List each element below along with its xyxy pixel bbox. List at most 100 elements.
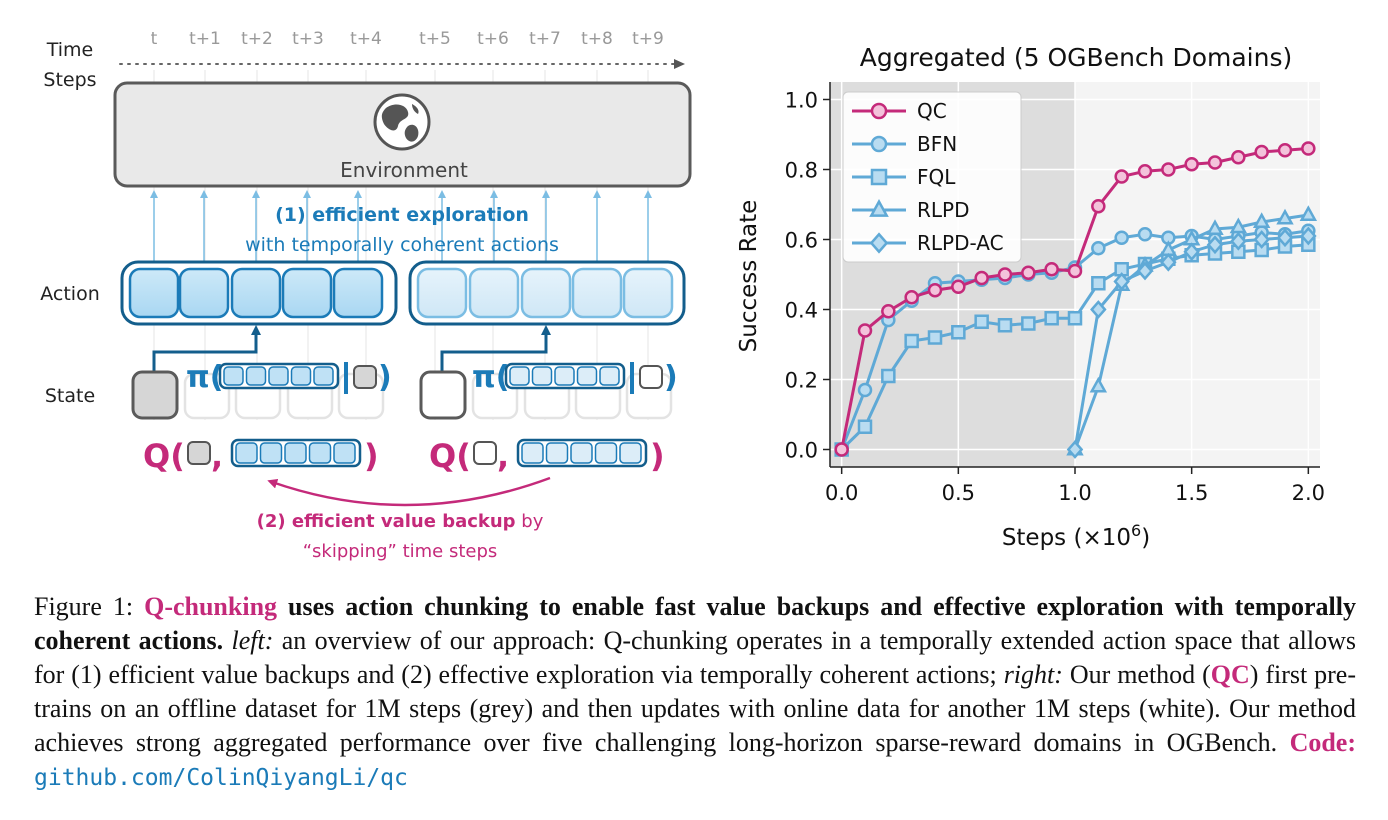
state-label: State — [45, 385, 95, 407]
series-fql-point — [951, 325, 966, 340]
series-rlpd-point — [1252, 212, 1271, 229]
pi-symbol-2: π( — [472, 360, 509, 395]
value-backup-arrow — [267, 476, 551, 507]
series-fql-point — [1091, 276, 1106, 291]
action-cell — [128, 267, 180, 319]
q-comma-1: , — [211, 437, 223, 475]
time-step-label: t+4 — [350, 29, 382, 49]
caption-code-label: Code: — [1289, 728, 1356, 757]
mini-action-cell — [531, 366, 553, 386]
legend-fql-label: FQL — [917, 165, 956, 189]
y-axis-label: Success Rate — [736, 200, 762, 353]
series-fql-point — [904, 333, 919, 349]
caption-bold: uses action chunking to enable fast valu… — [34, 592, 1356, 655]
series-fql-point — [857, 419, 873, 434]
series-qc-point — [834, 442, 849, 457]
pi-action-chunk-2 — [504, 362, 626, 390]
mini-action-cell — [594, 442, 618, 464]
mini-action-cell — [223, 366, 244, 386]
series-fql-point — [1067, 311, 1083, 326]
state-box-2 — [419, 370, 467, 420]
series-qc-point — [1301, 141, 1316, 156]
action-cell — [520, 267, 572, 319]
y-tick-label: 0.0 — [785, 439, 818, 463]
legend-fql-marker — [870, 168, 888, 186]
series-rlpd-ac-point — [1253, 230, 1270, 249]
q-action-chunk-2 — [516, 438, 648, 468]
series-qc-point — [1114, 169, 1129, 184]
legend-box — [842, 91, 1022, 263]
mini-action-cell — [509, 366, 530, 386]
series-qc-point — [857, 323, 873, 338]
pi-close-1: ) — [378, 360, 392, 395]
caption-left-label: left: — [231, 626, 274, 655]
series-fql-point — [881, 368, 896, 384]
figure-caption: Figure 1: Q-chunking uses action chunkin… — [34, 590, 1356, 795]
q-action-chunk-1 — [230, 438, 362, 468]
mini-action-cell — [245, 366, 267, 386]
action-cell — [622, 267, 674, 319]
series-qc-point — [881, 304, 896, 319]
series-rlpd-point — [1206, 219, 1224, 236]
series-qc-point — [951, 279, 966, 294]
time-step-label: t+2 — [241, 29, 273, 49]
q-comma-2: , — [497, 437, 509, 475]
series-rlpd-ac-point — [1276, 228, 1294, 248]
action-to-env-arrows — [150, 190, 652, 262]
series-qc-point — [1067, 263, 1083, 279]
action-cells — [128, 267, 674, 319]
series-bfn-point — [1114, 230, 1129, 245]
y-tick-label: 0.6 — [785, 229, 818, 253]
pi-state-1 — [353, 365, 377, 389]
caption-fig-label: Figure 1: — [34, 592, 145, 621]
series-fql-point — [1021, 316, 1036, 331]
exploration-subtitle: with temporally coherent actions — [245, 234, 559, 256]
caption-left-text: an overview of our approach: Q-chunking … — [34, 626, 1356, 689]
series-qc-point — [1207, 155, 1223, 170]
mini-action-cell — [545, 442, 569, 464]
series-qc-point — [1184, 157, 1199, 172]
legend-bfn-label: BFN — [917, 132, 957, 156]
y-tick-label: 0.4 — [785, 299, 818, 323]
series-rlpd-ac-point — [1090, 300, 1107, 319]
series-fql-point — [974, 314, 989, 329]
mini-action-cell — [521, 442, 544, 464]
x-tick-label: 0.5 — [942, 481, 975, 505]
mini-action-cell — [333, 442, 356, 464]
q-symbol-2: Q( — [429, 437, 471, 475]
action-label: Action — [40, 283, 100, 305]
time-step-labels: t t+1 t+2 t+3 t+4 t+5 t+6 t+7 t+8 t+9 — [151, 29, 664, 49]
caption-method: Q-chunking — [144, 592, 278, 621]
x-tick-label: 1.0 — [1058, 481, 1091, 505]
mini-action-cell — [235, 442, 258, 464]
series-qc-point — [1021, 265, 1036, 280]
code-link[interactable]: github.com/ColinQiyangLi/qc — [34, 765, 408, 791]
mini-action-cell — [576, 366, 598, 386]
method-diagram: Time Steps t t+1 t+2 t+3 t+4 t+5 t+6 t+7 t+8 t+9 … — [40, 29, 692, 562]
x-tick-label: 2.0 — [1292, 481, 1325, 505]
series-fql-point — [1044, 311, 1059, 326]
mini-action-cell — [284, 442, 307, 464]
legend-qc-marker — [870, 102, 888, 120]
series-rlpd-point — [1089, 376, 1108, 393]
y-tick-label: 1.0 — [785, 89, 818, 113]
legend-rlpd-ac-marker — [869, 232, 889, 254]
time-step-label: t+6 — [477, 29, 509, 49]
time-step-label: t+8 — [581, 29, 613, 49]
series-qc-point — [1091, 199, 1106, 214]
series-qc-point — [997, 267, 1013, 282]
caption-right-label: right: — [1003, 660, 1063, 689]
legend: QC BFN FQL RLPD RLPD-AC — [842, 91, 1022, 263]
policy-arrow-1 — [152, 325, 261, 372]
series-qc-point — [1137, 164, 1153, 179]
x-tick-label: 1.5 — [1175, 481, 1208, 505]
policy-arrow-2 — [440, 325, 551, 372]
legend-rlpd-marker — [869, 199, 889, 217]
series-qc-point — [1044, 262, 1059, 277]
chart-title: Aggregated (5 OGBench Domains) — [860, 43, 1293, 72]
mini-action-cell — [259, 442, 283, 464]
mini-action-cell — [554, 366, 575, 386]
faint-state-box — [183, 372, 231, 420]
series-qc-point — [1231, 150, 1246, 165]
pi-close-2: ) — [664, 360, 678, 395]
